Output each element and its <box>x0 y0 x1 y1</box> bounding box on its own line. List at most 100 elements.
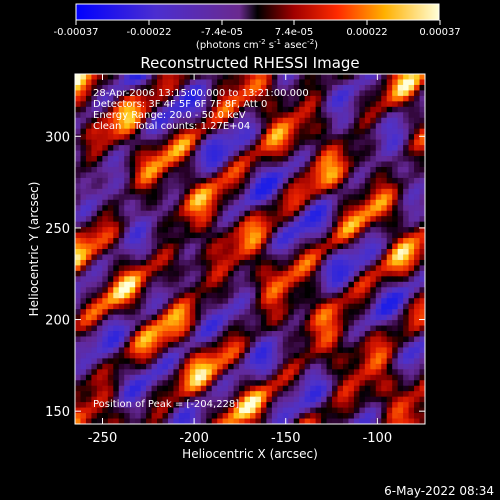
heatmap-cell <box>113 194 120 201</box>
heatmap-cell <box>392 199 399 206</box>
heatmap-cell <box>85 380 92 387</box>
heatmap-cell <box>348 402 355 408</box>
heatmap-cell <box>348 156 355 162</box>
heatmap-cell <box>386 199 393 206</box>
heatmap-cell <box>414 238 420 244</box>
heatmap-cell <box>167 90 174 97</box>
heatmap-cell <box>310 101 317 108</box>
heatmap-cell <box>315 150 322 157</box>
heatmap-cell <box>200 254 207 261</box>
heatmap-cell <box>381 276 388 283</box>
heatmap-cell <box>178 391 185 398</box>
chart-title: Reconstructed RHESSI Image <box>140 54 359 72</box>
heatmap-cell <box>403 166 409 173</box>
heatmap-cell <box>282 265 289 272</box>
heatmap-cell <box>370 238 377 244</box>
heatmap-cell <box>260 117 267 124</box>
heatmap-cell <box>167 265 174 272</box>
heatmap-cell <box>173 188 180 195</box>
heatmap-cell <box>178 363 185 370</box>
heatmap-cell <box>348 79 355 86</box>
heatmap-cell <box>386 265 393 272</box>
heatmap-cell <box>146 90 152 97</box>
heatmap-cell <box>184 216 191 223</box>
heatmap-cell <box>91 369 98 376</box>
heatmap-cell <box>233 205 240 212</box>
heatmap-cell <box>381 183 388 190</box>
heatmap-cell <box>173 199 180 206</box>
heatmap-cell <box>211 134 218 141</box>
heatmap-cell <box>315 221 322 228</box>
heatmap-cell <box>282 314 289 321</box>
heatmap-cell <box>326 101 333 108</box>
heatmap-cell <box>397 347 404 354</box>
heatmap-cell <box>321 128 327 135</box>
heatmap-cell <box>342 172 349 179</box>
heatmap-cell <box>75 320 81 326</box>
heatmap-cell <box>85 128 92 135</box>
heatmap-cell <box>80 139 87 146</box>
heatmap-cell <box>107 374 114 381</box>
heatmap-cell <box>299 161 306 168</box>
heatmap-cell <box>353 161 360 168</box>
heatmap-cell <box>375 238 382 244</box>
heatmap-cell <box>173 145 180 151</box>
heatmap-cell <box>102 183 109 190</box>
heatmap-cell <box>184 374 191 381</box>
heatmap-cell <box>135 112 142 119</box>
heatmap-cell <box>310 320 317 326</box>
heatmap-cell <box>178 298 185 305</box>
heatmap-cell <box>146 374 152 381</box>
heatmap-cell <box>370 254 377 261</box>
colorbar-gradient <box>75 3 440 21</box>
heatmap-cell <box>414 117 420 124</box>
heatmap-cell <box>162 369 169 376</box>
heatmap-cell <box>321 74 327 80</box>
heatmap-cell <box>293 303 300 310</box>
heatmap-cell <box>364 188 371 195</box>
heatmap-cell <box>107 303 114 310</box>
heatmap-cell <box>129 369 136 376</box>
heatmap-cell <box>332 106 338 113</box>
heatmap-cell <box>151 249 158 255</box>
heatmap-cell <box>102 298 109 305</box>
heatmap-cell <box>85 336 92 343</box>
heatmap-cell <box>107 95 114 102</box>
heatmap-cell <box>386 95 393 102</box>
heatmap-cell <box>85 314 92 321</box>
heatmap-cell <box>167 402 174 408</box>
heatmap-cell <box>408 347 415 354</box>
y-axis-tick-labels: 150 200 250 300 <box>45 130 70 420</box>
heatmap-cell <box>250 166 256 173</box>
heatmap-cell <box>397 177 404 184</box>
heatmap-cell <box>118 309 125 316</box>
heatmap-cell <box>304 106 311 113</box>
heatmap-cell <box>277 90 284 97</box>
heatmap-cell <box>364 238 371 244</box>
heatmap-cell <box>162 391 169 398</box>
heatmap-cell <box>195 123 202 130</box>
annotation-time-range: 28-Apr-2006 13:15:00.000 to 13:21:00.000 <box>93 88 309 99</box>
heatmap-cell <box>364 347 371 354</box>
heatmap-cell <box>239 396 245 403</box>
heatmap-cell <box>157 139 163 146</box>
x-tick-label: -200 <box>179 431 209 446</box>
heatmap-cell <box>310 177 317 184</box>
heatmap-cell <box>173 84 180 91</box>
heatmap-cell <box>102 188 109 195</box>
heatmap-cell <box>337 281 344 288</box>
heatmap-cell <box>332 216 338 223</box>
heatmap-cell <box>419 199 425 206</box>
heatmap-cell <box>364 74 371 80</box>
heatmap-cell <box>228 341 234 348</box>
heatmap-cell <box>310 265 317 272</box>
heatmap-cell <box>255 232 262 239</box>
heatmap-cell <box>233 221 240 228</box>
heatmap-cell <box>315 74 322 80</box>
heatmap-cell <box>288 172 295 179</box>
heatmap-cell <box>342 188 349 195</box>
heatmap-cell <box>80 161 87 168</box>
heatmap-cell <box>348 232 355 239</box>
heatmap-cell <box>184 90 191 97</box>
heatmap-cell <box>332 259 338 266</box>
